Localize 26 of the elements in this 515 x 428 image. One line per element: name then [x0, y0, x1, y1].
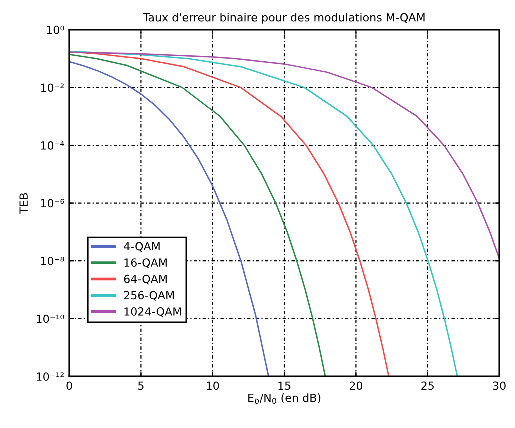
line-series — [70, 52, 500, 260]
y-tick-label: 10⁻⁴ — [41, 141, 64, 150]
line-series — [70, 54, 326, 377]
x-tick-label: 5 — [138, 382, 144, 390]
legend-label: 256-QAM — [124, 291, 174, 301]
y-tick-label: 10⁻⁸ — [41, 257, 64, 266]
chart-title: Taux d'erreur binaire pour des modulations M-QAM — [143, 13, 425, 24]
y-axis-title: TEB — [20, 193, 28, 214]
y-tick-label: 10⁻² — [41, 84, 64, 92]
x-tick-label: 20 — [350, 382, 363, 390]
y-tick-label: 10⁻¹⁰ — [36, 314, 64, 324]
legend-label: 16-QAM — [124, 258, 167, 268]
x-tick-label: 15 — [278, 382, 291, 390]
x-tick-label: 10 — [207, 382, 220, 390]
x-tick-label: 25 — [422, 382, 434, 390]
legend-label: 4-QAM — [124, 242, 160, 252]
legend-label: 64-QAM — [124, 274, 167, 285]
x-tick-label: 30 — [493, 382, 506, 390]
x-axis-title: E$_{b}$/N$_{0}$ (en dB) — [248, 394, 321, 404]
y-tick-label: 10⁰ — [47, 26, 64, 34]
y-tick-label: 10⁻¹² — [36, 372, 64, 382]
line-series — [70, 50, 458, 377]
legend-label: 1024-QAM — [124, 308, 182, 318]
x-tick-label: 0 — [66, 382, 72, 390]
y-tick-label: 10⁻⁶ — [41, 199, 64, 208]
line-series — [70, 61, 270, 377]
